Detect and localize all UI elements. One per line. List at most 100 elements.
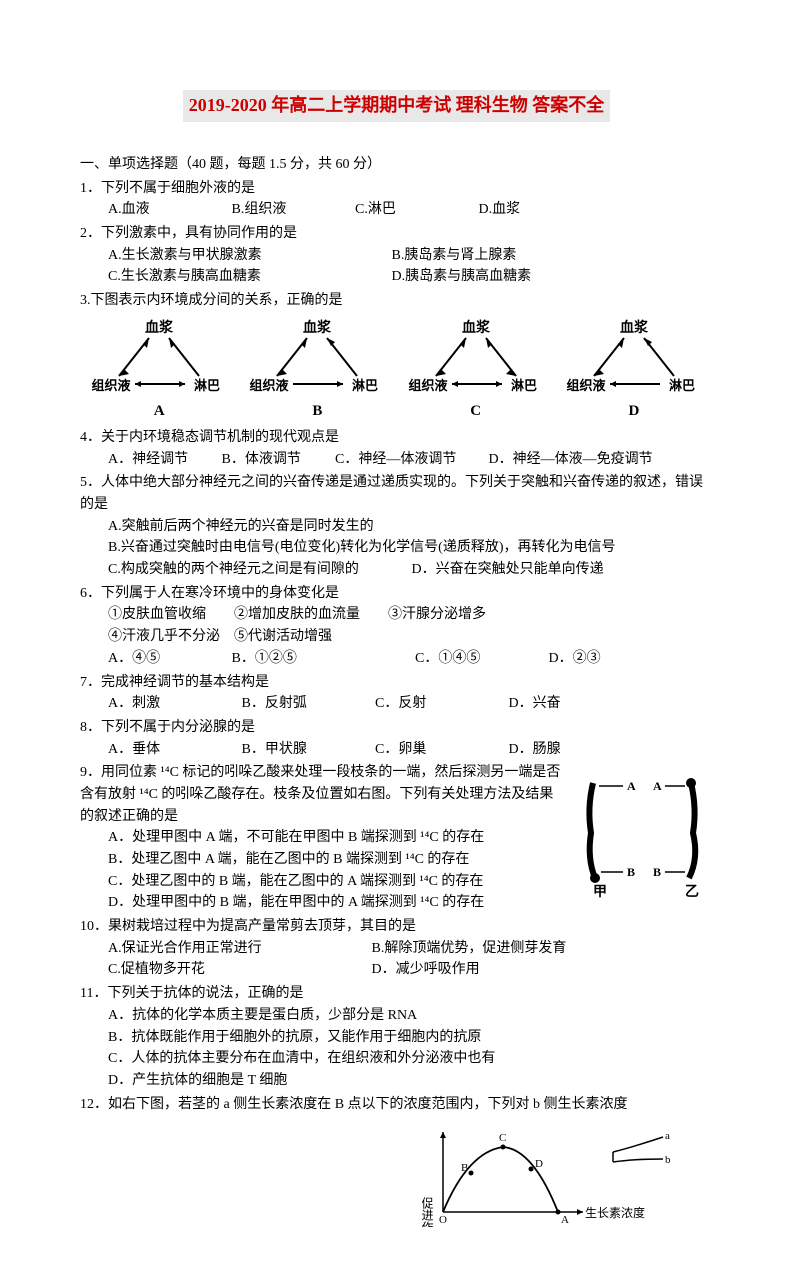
q3a-top: 血浆	[145, 319, 174, 336]
question-4: 4．关于内环境稳态调节机制的现代观点是 A．神经调节 B．体液调节 C．神经—体…	[80, 427, 713, 470]
q8-stem: 8．下列不属于内分泌腺的是	[80, 717, 713, 739]
q10-options: A.保证光合作用正常进行 B.解除顶端优势，促进侧芽发育 C.促植物多开花 D．…	[80, 938, 713, 981]
svg-text:O: O	[439, 1214, 447, 1226]
q3-diagram-c: 血浆 组织液 淋巴 C	[406, 318, 546, 423]
q7-stem: 7．完成神经调节的基本结构是	[80, 672, 713, 694]
q3-label-a: A	[89, 400, 229, 423]
q9-opt-b: B．处理乙图中 A 端，能在乙图中的 B 端探测到 ¹⁴C 的存在	[108, 849, 567, 871]
q4-options: A．神经调节 B．体液调节 C．神经—体液调节 D．神经—体液—免疫调节	[80, 449, 713, 471]
q11-stem: 11．下列关于抗体的说法，正确的是	[80, 983, 713, 1005]
q1-stem: 1．下列不属于细胞外液的是	[80, 178, 713, 200]
q9-options: A．处理甲图中 A 端，不可能在甲图中 B 端探测到 ¹⁴C 的存在 B．处理乙…	[80, 827, 567, 914]
q5-opt-c: C.构成突触的两个神经元之间是有间隙的	[108, 559, 408, 581]
page-title: 2019-2020 年高二上学期期中考试 理科生物 答案不全	[183, 90, 611, 122]
q3-diagram-d: 血浆 组织液 淋巴 D	[564, 318, 704, 423]
q2-opt-b: B.胰岛素与肾上腺素	[392, 245, 517, 267]
q6-stem: 6．下列属于人在寒冷环境中的身体变化是	[80, 583, 713, 605]
svg-text:淋巴: 淋巴	[511, 378, 537, 393]
q9-opt-a: A．处理甲图中 A 端，不可能在甲图中 B 端探测到 ¹⁴C 的存在	[108, 827, 567, 849]
exam-page: 2019-2020 年高二上学期期中考试 理科生物 答案不全 一、单项选择题（4…	[0, 0, 793, 1265]
q3-stem: 3.下图表示内环境成分间的关系，正确的是	[80, 290, 713, 312]
q3-diagrams: 血浆 组织液 淋巴 A	[80, 318, 713, 423]
q4-opt-a: A．神经调节	[108, 449, 218, 471]
q1-opt-c: C.淋巴	[355, 199, 475, 221]
q1-options: A.血液 B.组织液 C.淋巴 D.血浆	[80, 199, 713, 221]
svg-text:组织液: 组织液	[408, 378, 447, 393]
svg-text:组织液: 组织液	[566, 378, 605, 393]
q8-opt-d: D．肠腺	[509, 739, 561, 761]
question-2: 2．下列激素中，具有协同作用的是 A.生长激素与甲状腺激素 B.胰岛素与肾上腺素…	[80, 223, 713, 288]
q6-opt-b: B．①②⑤	[232, 648, 412, 670]
q7-options: A．刺激 B．反射弧 C．反射 D．兴奋	[80, 693, 713, 715]
svg-text:淋巴: 淋巴	[669, 378, 695, 393]
question-9: 9．用同位素 ¹⁴C 标记的吲哚乙酸来处理一段枝条的一端，然后探测另一端是否含有…	[80, 762, 713, 914]
q2-opt-d: D.胰岛素与胰高血糖素	[392, 266, 532, 288]
question-5: 5．人体中绝大部分神经元之间的兴奋传递是通过递质实现的。下列关于突触和兴奋传递的…	[80, 472, 713, 580]
svg-text:组织液: 组织液	[250, 378, 289, 393]
q5-opt-d: D．兴奋在突触处只能单向传递	[412, 559, 604, 581]
question-7: 7．完成神经调节的基本结构是 A．刺激 B．反射弧 C．反射 D．兴奋	[80, 672, 713, 715]
svg-text:甲: 甲	[593, 884, 607, 898]
q3-label-c: C	[406, 400, 546, 423]
q7-opt-a: A．刺激	[108, 693, 238, 715]
q10-stem: 10．果树栽培过程中为提高产量常剪去顶芽，其目的是	[80, 916, 713, 938]
svg-text:B: B	[627, 865, 635, 879]
svg-text:B: B	[461, 1162, 468, 1174]
question-12: 12．如右下图，若茎的 a 侧生长素浓度在 B 点以下的浓度范围内，下列对 b …	[80, 1094, 713, 1116]
question-1: 1．下列不属于细胞外液的是 A.血液 B.组织液 C.淋巴 D.血浆	[80, 178, 713, 221]
q11-opt-d: D．产生抗体的细胞是 T 细胞	[108, 1070, 713, 1092]
q9-text: 9．用同位素 ¹⁴C 标记的吲哚乙酸来处理一段枝条的一端，然后探测另一端是否含有…	[80, 762, 567, 914]
q7-opt-b: B．反射弧	[242, 693, 372, 715]
svg-text:D: D	[535, 1158, 543, 1170]
q7-opt-c: C．反射	[375, 693, 505, 715]
q3-diagram-b: 血浆 组织液 淋巴 B	[247, 318, 387, 423]
q9-opt-c: C．处理乙图中的 B 端，能在乙图中的 A 端探测到 ¹⁴C 的存在	[108, 871, 567, 893]
svg-text:C: C	[499, 1132, 506, 1144]
q10-opt-d: D．减少呼吸作用	[372, 959, 480, 981]
q12-figure: O B C D A 生长素浓度 促进作用 a b	[80, 1117, 713, 1235]
q1-opt-d: D.血浆	[479, 199, 599, 221]
svg-text:B: B	[653, 865, 661, 879]
q3-label-d: D	[564, 400, 704, 423]
q5-options: A.突触前后两个神经元的兴奋是同时发生的 B.兴奋通过突触时由电信号(电位变化)…	[80, 516, 713, 581]
svg-text:b: b	[665, 1154, 671, 1166]
q10-opt-a: A.保证光合作用正常进行	[108, 938, 368, 960]
q7-opt-d: D．兴奋	[509, 693, 561, 715]
q5-opt-a: A.突触前后两个神经元的兴奋是同时发生的	[108, 516, 713, 538]
q8-opt-a: A．垂体	[108, 739, 238, 761]
question-3: 3.下图表示内环境成分间的关系，正确的是 血浆 组织液 淋巴	[80, 290, 713, 423]
q9-opt-d: D．处理甲图中的 B 端，能在甲图中的 A 端探测到 ¹⁴C 的存在	[108, 892, 567, 914]
q6-options: A．④⑤ B．①②⑤ C．①④⑤ D．②③	[80, 648, 713, 670]
q1-opt-b: B.组织液	[232, 199, 352, 221]
q6-line2: ④汗液几乎不分泌 ⑤代谢活动增强	[80, 626, 713, 648]
section-heading: 一、单项选择题（40 题，每题 1.5 分，共 60 分）	[80, 154, 713, 176]
q6-opt-c: C．①④⑤	[415, 648, 545, 670]
svg-text:A: A	[653, 779, 662, 793]
svg-text:A: A	[561, 1214, 569, 1226]
svg-text:淋巴: 淋巴	[352, 378, 378, 393]
svg-text:a: a	[665, 1130, 670, 1142]
svg-text:生长素浓度: 生长素浓度	[585, 1205, 645, 1220]
q8-opt-b: B．甲状腺	[242, 739, 372, 761]
svg-text:淋巴: 淋巴	[194, 378, 220, 393]
q5-stem: 5．人体中绝大部分神经元之间的兴奋传递是通过递质实现的。下列关于突触和兴奋传递的…	[80, 472, 713, 515]
q4-opt-b: B．体液调节	[222, 449, 332, 471]
q8-opt-c: C．卵巢	[375, 739, 505, 761]
svg-text:血浆: 血浆	[620, 319, 649, 336]
q2-opt-c: C.生长激素与胰高血糖素	[108, 266, 388, 288]
svg-text:组织液: 组织液	[92, 378, 131, 393]
question-10: 10．果树栽培过程中为提高产量常剪去顶芽，其目的是 A.保证光合作用正常进行 B…	[80, 916, 713, 981]
q1-opt-a: A.血液	[108, 199, 228, 221]
q3-label-b: B	[247, 400, 387, 423]
svg-text:血浆: 血浆	[462, 319, 491, 336]
q3-diagram-a: 血浆 组织液 淋巴 A	[89, 318, 229, 423]
q4-opt-c: C．神经—体液调节	[335, 449, 485, 471]
q10-opt-b: B.解除顶端优势，促进侧芽发育	[372, 938, 567, 960]
svg-text:A: A	[627, 779, 636, 793]
q12-stem: 12．如右下图，若茎的 a 侧生长素浓度在 B 点以下的浓度范围内，下列对 b …	[80, 1094, 713, 1116]
q6-opt-d: D．②③	[549, 648, 601, 670]
q11-opt-c: C．人体的抗体主要分布在血清中，在组织液和外分泌液中也有	[108, 1048, 713, 1070]
svg-text:血浆: 血浆	[303, 319, 332, 336]
q11-opt-a: A．抗体的化学本质主要是蛋白质，少部分是 RNA	[108, 1005, 713, 1027]
q9-stem: 9．用同位素 ¹⁴C 标记的吲哚乙酸来处理一段枝条的一端，然后探测另一端是否含有…	[80, 762, 567, 827]
